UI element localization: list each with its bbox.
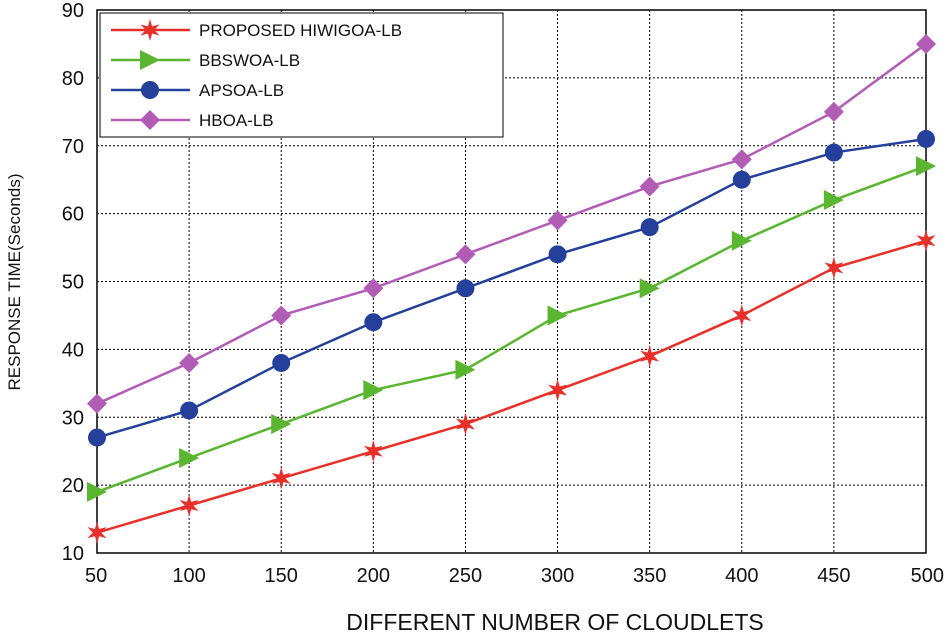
data-point-proposed-hiwigoa-lb xyxy=(455,413,475,436)
x-tick-label: 300 xyxy=(541,565,574,587)
y-tick-label: 10 xyxy=(62,543,84,565)
data-point-proposed-hiwigoa-lb xyxy=(916,229,936,252)
y-tick-label: 70 xyxy=(62,136,84,158)
data-point-proposed-hiwigoa-lb xyxy=(732,304,752,327)
data-point-hboa-lb xyxy=(271,305,292,326)
x-tick-label: 450 xyxy=(817,565,850,587)
series-hboa-lb xyxy=(87,33,936,414)
data-point-hboa-lb xyxy=(823,101,844,122)
plot-frame xyxy=(96,9,927,554)
x-tick-label: 250 xyxy=(449,565,482,587)
legend-marker-proposed-hiwigoa-lb xyxy=(140,19,160,41)
data-point-bbswoa-lb xyxy=(179,447,200,468)
y-tick-label: 50 xyxy=(62,272,84,294)
data-point-apsoa-lb xyxy=(272,353,291,372)
series-apsoa-lb xyxy=(88,129,935,447)
x-tick-label: 400 xyxy=(725,565,758,587)
data-point-apsoa-lb xyxy=(548,245,567,264)
data-point-proposed-hiwigoa-lb xyxy=(271,467,291,490)
data-point-proposed-hiwigoa-lb xyxy=(548,379,568,402)
legend-label-apsoa-lb: APSOA-LB xyxy=(199,81,284,100)
series-line-hboa-lb xyxy=(96,42,927,405)
legend-label-proposed-hiwigoa-lb: PROPOSED HIWIGOA-LB xyxy=(199,21,402,40)
series-line-proposed-hiwigoa-lb xyxy=(96,239,927,534)
y-tick-label: 30 xyxy=(62,407,84,429)
y-tick-label: 90 xyxy=(62,0,84,22)
data-point-apsoa-lb xyxy=(917,129,935,148)
y-tick-label: 60 xyxy=(62,204,84,226)
data-point-proposed-hiwigoa-lb xyxy=(640,345,660,368)
x-tick-label: 500 xyxy=(911,565,944,587)
data-point-bbswoa-lb xyxy=(455,359,476,380)
legend: PROPOSED HIWIGOA-LB BBSWOA-LB APSOA-LB HBOA… xyxy=(99,12,504,138)
data-point-apsoa-lb xyxy=(88,428,106,447)
data-point-apsoa-lb xyxy=(456,279,475,298)
series-layer xyxy=(87,33,936,544)
series-line-bbswoa-lb xyxy=(96,164,927,494)
data-point-hboa-lb xyxy=(731,149,752,170)
data-point-apsoa-lb xyxy=(640,218,659,237)
legend-marker-hboa-lb xyxy=(140,110,160,130)
data-point-proposed-hiwigoa-lb xyxy=(179,494,199,517)
data-point-bbswoa-lb xyxy=(731,230,752,251)
y-tick-label: 40 xyxy=(62,339,84,361)
y-tick-label: 20 xyxy=(62,475,84,497)
data-point-proposed-hiwigoa-lb xyxy=(824,256,844,279)
x-tick-label: 100 xyxy=(172,565,205,587)
data-point-hboa-lb xyxy=(639,176,660,197)
data-point-bbswoa-lb xyxy=(87,481,107,502)
legend-label-bbswoa-lb: BBSWOA-LB xyxy=(199,51,300,70)
legend-marker-bbswoa-lb xyxy=(140,50,160,70)
data-point-hboa-lb xyxy=(455,244,476,265)
legend-box xyxy=(99,12,504,138)
x-tick-labels: 50 100 150 200 250 300 350 400 450 500 xyxy=(85,565,944,587)
y-tick-label: 80 xyxy=(62,68,84,90)
legend-marker-apsoa-lb xyxy=(141,81,159,99)
data-point-hboa-lb xyxy=(916,33,936,54)
data-point-hboa-lb xyxy=(87,393,107,414)
data-point-proposed-hiwigoa-lb xyxy=(87,521,107,544)
data-point-hboa-lb xyxy=(363,278,384,299)
data-point-hboa-lb xyxy=(547,210,568,231)
data-point-apsoa-lb xyxy=(732,170,751,189)
data-point-bbswoa-lb xyxy=(916,156,936,177)
data-point-apsoa-lb xyxy=(824,143,843,162)
data-point-apsoa-lb xyxy=(180,401,199,420)
data-point-hboa-lb xyxy=(179,352,200,373)
data-point-bbswoa-lb xyxy=(363,380,384,401)
y-axis-title: RESPONSE TIME(Seconds) xyxy=(5,174,24,391)
legend-label-hboa-lb: HBOA-LB xyxy=(199,111,274,130)
series-line-apsoa-lb xyxy=(96,137,927,439)
series-bbswoa-lb xyxy=(87,156,936,502)
x-tick-label: 350 xyxy=(633,565,666,587)
data-point-bbswoa-lb xyxy=(823,190,844,211)
data-point-proposed-hiwigoa-lb xyxy=(363,440,383,463)
data-point-bbswoa-lb xyxy=(547,305,568,326)
data-point-bbswoa-lb xyxy=(639,278,660,299)
x-tick-label: 150 xyxy=(265,565,298,587)
series-proposed-hiwigoa-lb xyxy=(87,229,936,544)
data-point-apsoa-lb xyxy=(364,313,383,332)
data-point-bbswoa-lb xyxy=(271,414,292,435)
y-tick-labels: 10 20 30 40 50 60 70 80 90 xyxy=(62,0,84,565)
x-axis-title: DIFFERENT NUMBER OF CLOUDLETS xyxy=(346,609,763,635)
x-tick-label: 200 xyxy=(357,565,390,587)
x-tick-label: 50 xyxy=(85,565,107,587)
